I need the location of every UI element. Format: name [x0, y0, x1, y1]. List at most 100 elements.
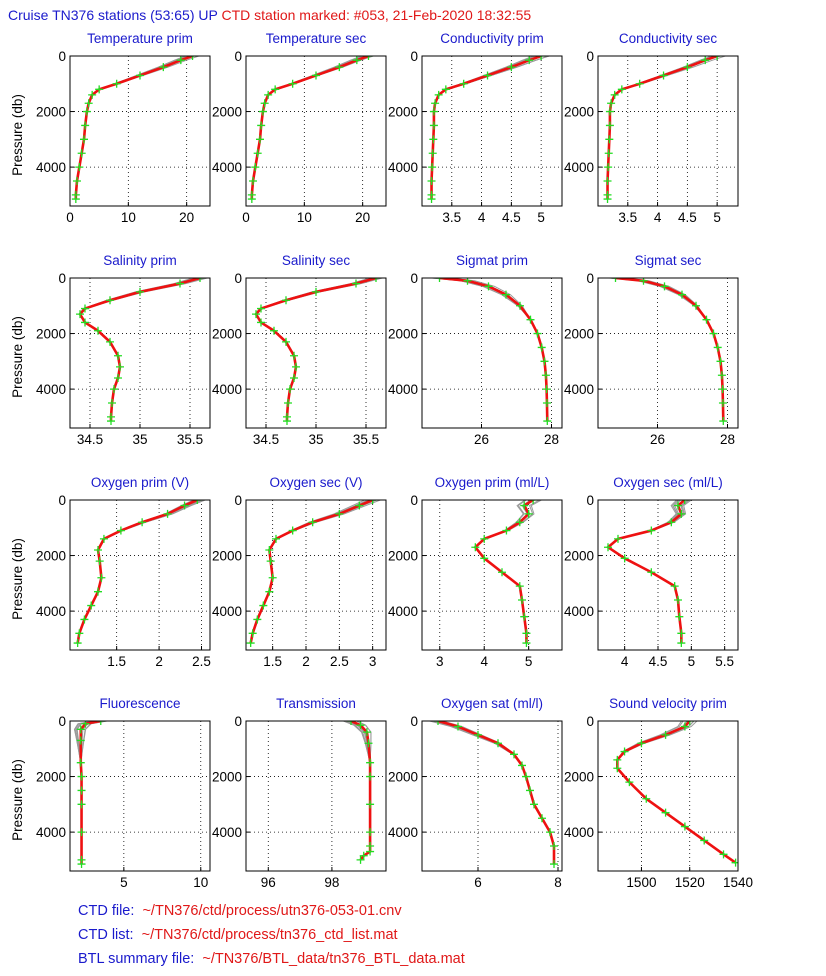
- plot-frame: [69, 277, 211, 429]
- bottle-marker: [372, 278, 380, 282]
- bottle-marker: [538, 814, 546, 823]
- y-tick-label: 4000: [36, 825, 66, 840]
- other-station-profile: [616, 721, 736, 864]
- bottle-marker: [611, 278, 620, 282]
- bottle-marker: [716, 357, 725, 366]
- bottle-marker: [625, 778, 634, 787]
- bottle-marker: [435, 278, 444, 282]
- bottle-marker: [605, 135, 614, 144]
- oxygen-sat-ml-l-title: Oxygen sat (ml/l): [441, 696, 543, 711]
- other-station-profile: [79, 278, 198, 422]
- bottle-marker: [77, 786, 86, 795]
- x-tick-label: 10: [297, 210, 312, 225]
- bottle-marker: [247, 195, 256, 204]
- bottle-marker: [702, 315, 711, 324]
- x-tick-label: 26: [474, 432, 489, 447]
- bottle-marker: [427, 195, 436, 204]
- bottle-marker: [352, 56, 361, 65]
- x-tick-label: 98: [324, 875, 339, 890]
- bottle-marker: [364, 56, 373, 60]
- bottle-marker: [647, 568, 656, 577]
- y-tick-label: 2000: [388, 770, 418, 785]
- bottle-marker: [526, 786, 534, 795]
- bottle-marker: [265, 587, 274, 596]
- bottle-marker: [366, 828, 375, 837]
- y-tick-label: 0: [58, 714, 66, 729]
- y-tick-label: 0: [58, 271, 66, 286]
- transmission-title: Transmission: [276, 696, 356, 711]
- x-tick-label: 0: [242, 210, 250, 225]
- bottle-marker: [515, 518, 524, 527]
- sigmat-sec-title: Sigmat sec: [635, 253, 702, 268]
- bottle-marker: [660, 282, 669, 291]
- bottle-marker: [88, 90, 97, 99]
- other-station-profile: [431, 56, 549, 200]
- plot-frame: [245, 277, 387, 429]
- y-tick-label: 2000: [212, 549, 242, 564]
- bottle-marker: [80, 135, 88, 144]
- bottle-marker: [356, 855, 365, 864]
- other-station-profile: [255, 278, 378, 422]
- bottle-marker: [84, 99, 93, 108]
- bottle-marker: [76, 310, 84, 319]
- conductivity-sec-panel: Conductivity sec 3.5 4 4.5 5 0 2000 4000: [564, 31, 739, 225]
- bottle-marker: [661, 730, 670, 739]
- y-tick-label: 0: [234, 714, 242, 729]
- bottle-marker: [107, 417, 115, 426]
- ctd-list-label: CTD list:: [78, 927, 134, 943]
- bottle-marker: [607, 99, 616, 108]
- bottle-marker: [97, 573, 106, 582]
- x-tick-label: 5.5: [715, 654, 734, 669]
- oxygen-prim-v-title: Oxygen prim (V): [91, 475, 189, 490]
- bottle-marker: [312, 287, 320, 296]
- oxygen-sec-v-panel: Oxygen sec (V) 1.5 2 2.5 3 0 2000 4000: [212, 475, 387, 669]
- bottle-marker: [484, 282, 493, 291]
- bottle-marker: [529, 500, 538, 504]
- bottle-marker: [356, 721, 365, 730]
- btl-summary-label: BTL summary file:: [78, 951, 195, 967]
- other-station-profile: [255, 278, 381, 422]
- y-tick-label: 4000: [388, 604, 418, 619]
- bottle-marker: [541, 371, 550, 380]
- temperature-prim-panel: Temperature prim Pressure (db) 0 10 20 0 2000 4…: [10, 31, 211, 225]
- bottle-marker: [522, 639, 531, 648]
- bottle-marker: [94, 546, 102, 554]
- other-station-profile: [616, 721, 736, 864]
- bottle-marker: [110, 385, 118, 394]
- marked-station-profile: [606, 500, 686, 644]
- fluorescence-title: Fluorescence: [99, 696, 180, 711]
- other-station-profile: [77, 500, 204, 644]
- bottle-marker: [77, 772, 86, 781]
- bottle-marker: [251, 163, 260, 172]
- other-station-profile: [474, 500, 540, 644]
- bottle-marker: [76, 758, 85, 767]
- bottle-marker: [260, 99, 269, 108]
- bottle-marker: [680, 822, 689, 831]
- other-station-profile: [75, 721, 96, 865]
- bottle-marker: [286, 385, 294, 394]
- bottle-marker: [434, 721, 442, 725]
- bottle-marker: [692, 301, 700, 310]
- salinity-prim-title: Salinity prim: [103, 253, 177, 268]
- other-station-profile: [474, 500, 542, 644]
- bottle-marker: [366, 800, 375, 809]
- other-station-profile: [77, 500, 194, 644]
- bottle-marker: [603, 177, 612, 185]
- bottle-marker: [95, 557, 104, 566]
- y-axis-label: Pressure (db): [10, 316, 25, 398]
- y-tick-label: 4000: [212, 825, 242, 840]
- x-tick-label: 4: [480, 654, 488, 669]
- oxygen-prim-ml-l-title: Oxygen prim (ml/L): [435, 475, 550, 490]
- bottle-marker: [635, 79, 644, 88]
- ctd-file-label: CTD file:: [78, 903, 135, 919]
- y-tick-label: 2000: [212, 105, 242, 120]
- bottle-marker: [428, 163, 437, 172]
- y-tick-label: 2000: [564, 105, 594, 120]
- bottle-marker: [99, 534, 108, 543]
- bottle-marker: [661, 808, 670, 817]
- marked-station-profile: [606, 56, 718, 200]
- bottle-marker: [670, 582, 679, 591]
- bottle-marker: [259, 601, 268, 610]
- marked-station-profile: [74, 56, 193, 200]
- temperature-sec-panel: Temperature sec 0 10 20 0 2000 4000: [212, 31, 387, 225]
